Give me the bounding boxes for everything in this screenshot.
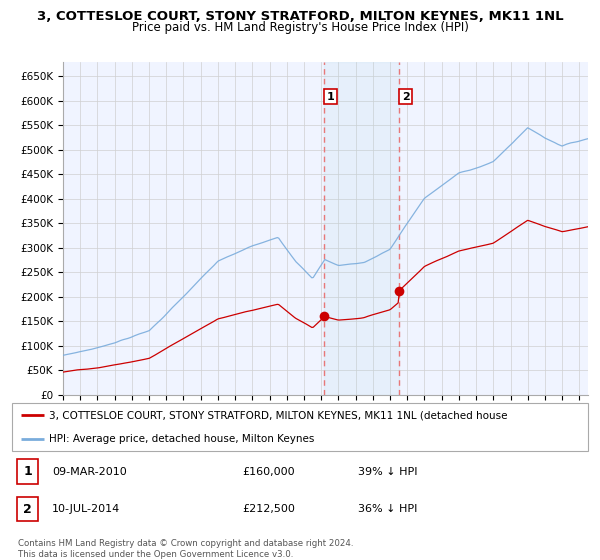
Text: 2: 2: [402, 92, 410, 101]
Text: 3, COTTESLOE COURT, STONY STRATFORD, MILTON KEYNES, MK11 1NL (detached house: 3, COTTESLOE COURT, STONY STRATFORD, MIL…: [49, 410, 508, 420]
Bar: [324, 62, 399, 395]
Text: £212,500: £212,500: [242, 505, 295, 514]
Text: HPI: Average price, detached house, Milton Keynes: HPI: Average price, detached house, Milt…: [49, 434, 315, 444]
FancyBboxPatch shape: [17, 497, 38, 521]
Text: 10-JUL-2014: 10-JUL-2014: [52, 505, 121, 514]
Text: 2: 2: [23, 503, 32, 516]
Text: Price paid vs. HM Land Registry's House Price Index (HPI): Price paid vs. HM Land Registry's House …: [131, 21, 469, 34]
Text: 1: 1: [23, 465, 32, 478]
Text: 3, COTTESLOE COURT, STONY STRATFORD, MILTON KEYNES, MK11 1NL: 3, COTTESLOE COURT, STONY STRATFORD, MIL…: [37, 10, 563, 23]
Text: Contains HM Land Registry data © Crown copyright and database right 2024.
This d: Contains HM Land Registry data © Crown c…: [18, 539, 353, 559]
Text: 1: 1: [327, 92, 335, 101]
FancyBboxPatch shape: [17, 459, 38, 484]
Text: £160,000: £160,000: [242, 466, 295, 477]
FancyBboxPatch shape: [12, 403, 588, 451]
Text: 09-MAR-2010: 09-MAR-2010: [52, 466, 127, 477]
Text: 36% ↓ HPI: 36% ↓ HPI: [358, 505, 417, 514]
Text: 39% ↓ HPI: 39% ↓ HPI: [358, 466, 417, 477]
